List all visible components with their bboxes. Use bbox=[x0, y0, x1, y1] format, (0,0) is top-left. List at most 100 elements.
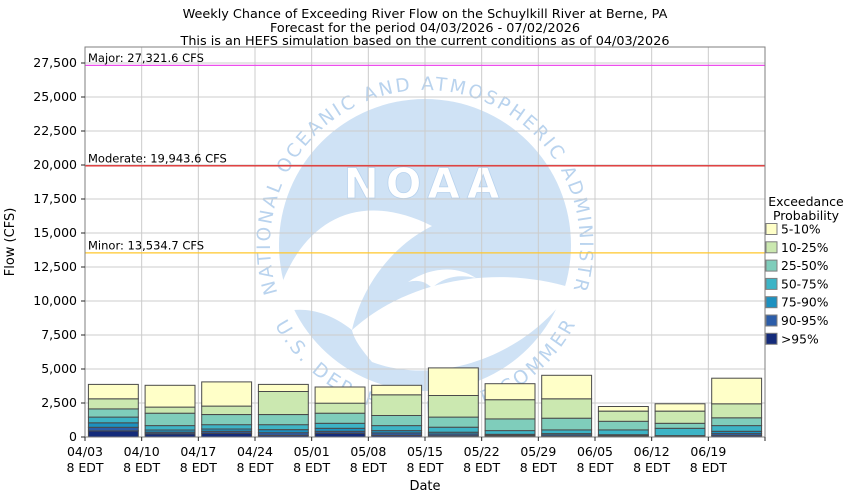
threshold-label-major: Major: 27,321.6 CFS bbox=[88, 51, 204, 65]
bar-week-05/22 bbox=[484, 383, 536, 438]
legend-swatch-25-50% bbox=[765, 259, 778, 272]
bar-segment-5-10% bbox=[654, 403, 706, 412]
bar-segment-5-10% bbox=[371, 384, 423, 396]
x-tick-label-time: 8 EDT bbox=[350, 460, 387, 475]
bar-segment-50-75% bbox=[654, 427, 706, 437]
legend-title-line2: Probability bbox=[773, 208, 840, 223]
bar-segment-5-10% bbox=[257, 383, 309, 392]
legend-swatch->95% bbox=[765, 332, 778, 345]
legend-entry-50-75%: 50-75% bbox=[765, 277, 828, 291]
y-tick-label: 12,500 bbox=[33, 259, 77, 274]
axis-ticks-and-labels: 0 2,500 5,000 7,500 10,000 12,500 15,000 17,500… bbox=[33, 55, 766, 475]
bar-segment-50-75% bbox=[541, 429, 593, 435]
bar-week-04/03 bbox=[87, 383, 139, 438]
bar-week-05/08 bbox=[371, 384, 423, 438]
x-tick-label-date: 05/15 bbox=[407, 444, 443, 459]
bar-segment-10-25% bbox=[87, 398, 139, 410]
legend-entry-90-95%: 90-95% bbox=[765, 314, 828, 328]
bar-week-05/15 bbox=[427, 367, 479, 438]
bar-segment-75-90% bbox=[257, 429, 309, 434]
bar-segment-25-50% bbox=[597, 420, 649, 431]
chart-subtitle-simulation: This is an HEFS simulation based on the … bbox=[180, 34, 670, 49]
x-tick-label-date: 05/08 bbox=[350, 444, 386, 459]
x-tick-label-time: 8 EDT bbox=[236, 460, 273, 475]
y-tick-label: 0 bbox=[69, 429, 77, 444]
bar-segment-25-50% bbox=[654, 422, 706, 429]
bar-segment-50-75% bbox=[201, 424, 253, 430]
bar-segment-50-75% bbox=[257, 424, 309, 431]
bar-segment-5-10% bbox=[541, 374, 593, 400]
legend-entry-5-10%: 5-10% bbox=[765, 223, 821, 237]
bar-segment-25-50% bbox=[711, 417, 763, 427]
stacked-bars bbox=[87, 367, 763, 438]
watermark-noaa-word: NOAA bbox=[344, 159, 507, 208]
bar-segment-5-10% bbox=[484, 383, 536, 401]
bar-week-04/10 bbox=[144, 384, 196, 438]
bar-segment-50-75% bbox=[87, 416, 139, 424]
y-tick-label: 2,500 bbox=[41, 395, 77, 410]
x-tick-label-time: 8 EDT bbox=[690, 460, 727, 475]
legend-swatch-75-90% bbox=[765, 296, 778, 309]
bar-segment-5-10% bbox=[144, 384, 196, 408]
bar-segment-5-10% bbox=[314, 386, 366, 404]
bar-segment-5-10% bbox=[427, 367, 479, 396]
x-tick-label-time: 8 EDT bbox=[180, 460, 217, 475]
bar-segment-75-90% bbox=[87, 422, 139, 428]
legend-entry-10-25%: 10-25% bbox=[765, 241, 828, 255]
bar-segment-10-25% bbox=[144, 406, 196, 414]
bar-segment-5-10% bbox=[87, 383, 139, 400]
bar-segment-25-50% bbox=[314, 412, 366, 424]
legend-entry-25-50%: 25-50% bbox=[765, 259, 828, 273]
x-tick-label-time: 8 EDT bbox=[576, 460, 613, 475]
legend-label-75-90%: 75-90% bbox=[781, 296, 828, 310]
bar-week-05/29 bbox=[541, 374, 593, 438]
x-tick-label-date: 05/01 bbox=[294, 444, 330, 459]
threshold-label-minor: Minor: 13,534.7 CFS bbox=[88, 238, 204, 252]
bar-week-04/24 bbox=[257, 383, 309, 438]
x-tick-label-time: 8 EDT bbox=[66, 460, 103, 475]
x-axis-title: Date bbox=[409, 479, 440, 494]
bar-segment-50-75% bbox=[144, 425, 196, 431]
bar-week-05/01 bbox=[314, 386, 366, 438]
bar-segment-25-50% bbox=[144, 412, 196, 427]
legend-swatch-90-95% bbox=[765, 314, 778, 327]
y-tick-label: 25,000 bbox=[33, 89, 77, 104]
bar-segment-50-75% bbox=[427, 426, 479, 433]
bar-segment-50-75% bbox=[597, 429, 649, 436]
bar-segment-50-75% bbox=[371, 425, 423, 432]
gridlines bbox=[85, 47, 765, 437]
bar-segment-10-25% bbox=[257, 390, 309, 415]
x-tick-label-date: 05/22 bbox=[464, 444, 500, 459]
y-tick-label: 15,000 bbox=[33, 225, 77, 240]
bar-segment-5-10% bbox=[711, 377, 763, 405]
legend-label->95%: >95% bbox=[781, 332, 819, 346]
bar-segment-50-75% bbox=[711, 425, 763, 432]
bar-segment-25-50% bbox=[257, 414, 309, 426]
bar-segment-10-25% bbox=[711, 403, 763, 419]
legend: Exceedance Probability 5-10% 10-25% 25-50%… bbox=[765, 194, 844, 346]
x-tick-label-date: 04/17 bbox=[180, 444, 216, 459]
y-tick-label: 17,500 bbox=[33, 191, 77, 206]
bar-segment-50-75% bbox=[484, 430, 536, 435]
x-tick-label-date: 05/29 bbox=[520, 444, 556, 459]
bar-segment-10-25% bbox=[427, 395, 479, 418]
bar-week-06/12 bbox=[654, 403, 706, 438]
y-tick-label: 20,000 bbox=[33, 157, 77, 172]
legend-entries: 5-10% 10-25% 25-50% 50-75% 75-90% 90-95% >95% bbox=[765, 223, 828, 346]
y-tick-label: 27,500 bbox=[33, 55, 77, 70]
x-tick-label-time: 8 EDT bbox=[520, 460, 557, 475]
bar-segment-5-10% bbox=[201, 381, 253, 407]
bar-segment-25-50% bbox=[87, 408, 139, 418]
y-tick-label: 22,500 bbox=[33, 123, 77, 138]
x-tick-label-date: 06/12 bbox=[634, 444, 670, 459]
legend-title-line1: Exceedance bbox=[768, 194, 844, 209]
bar-segment-10-25% bbox=[654, 410, 706, 424]
legend-entry->95%: >95% bbox=[765, 332, 819, 346]
legend-swatch-50-75% bbox=[765, 277, 778, 290]
x-tick-label-time: 8 EDT bbox=[406, 460, 443, 475]
bar-segment-25-50% bbox=[541, 417, 593, 431]
chart-title: Weekly Chance of Exceeding River Flow on… bbox=[183, 7, 668, 22]
legend-swatch-10-25% bbox=[765, 241, 778, 254]
chart-subtitle-period: Forecast for the period 04/03/2026 - 07/… bbox=[270, 21, 580, 36]
